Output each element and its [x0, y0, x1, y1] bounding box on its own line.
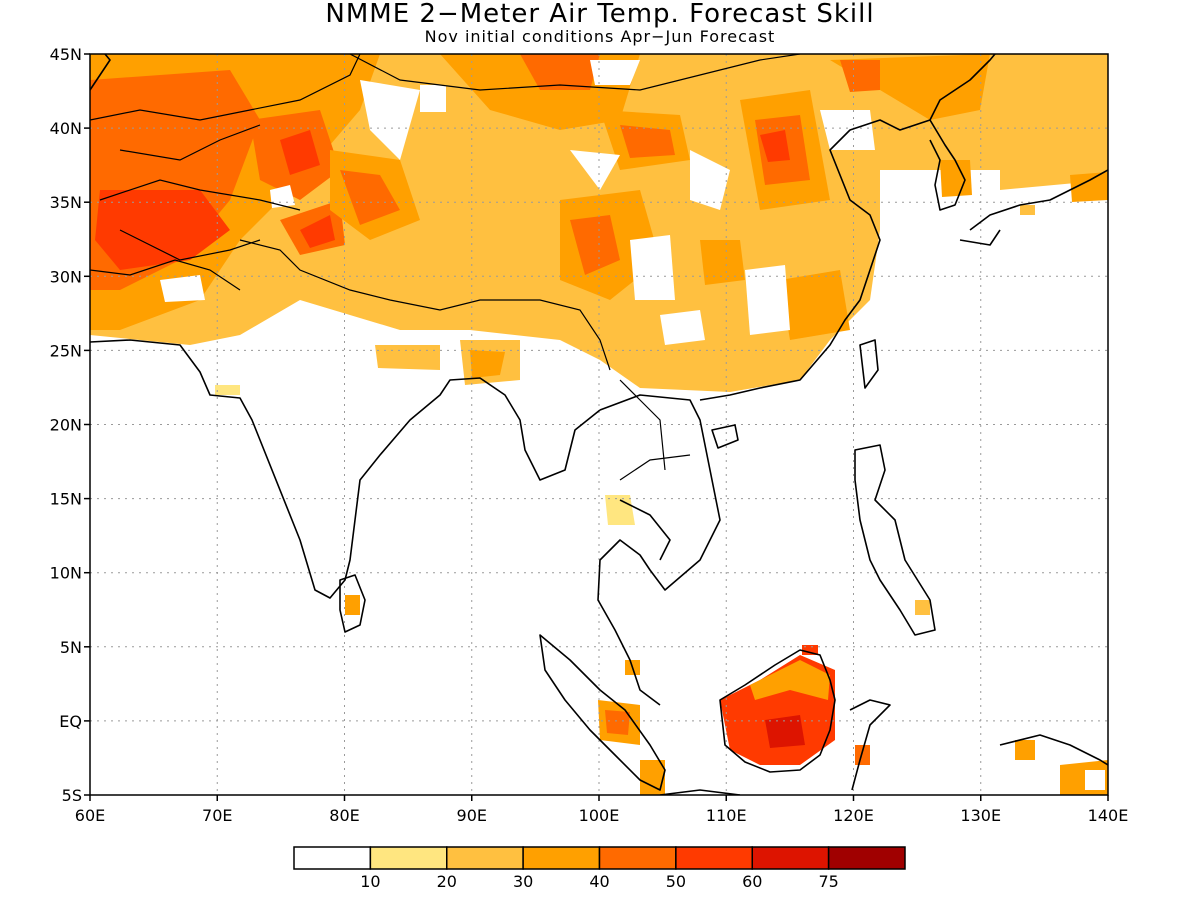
x-tick-label: 60E: [75, 806, 105, 825]
colorbar-swatch: [751, 846, 830, 870]
colorbar-label: 60: [742, 872, 762, 891]
colorbar-label: 30: [513, 872, 533, 891]
map-subtitle: Nov initial conditions Apr−Jun Forecast: [424, 27, 776, 46]
colorbar-swatch: [827, 846, 906, 870]
colorbar-swatch: [522, 846, 601, 870]
x-tick-label: 90E: [457, 806, 487, 825]
x-tick-label: 120E: [833, 806, 874, 825]
coastlines: [90, 54, 1108, 795]
y-tick-label: EQ: [59, 712, 82, 731]
skill-field: [90, 54, 1108, 795]
colorbar-swatch: [446, 846, 524, 870]
x-tick-label: 70E: [202, 806, 232, 825]
x-tick-label: 140E: [1088, 806, 1129, 825]
colorbar-label: 20: [437, 872, 457, 891]
y-tick-label: 35N: [50, 193, 82, 212]
colorbar-swatch: [369, 846, 448, 870]
y-tick-label: 45N: [50, 45, 82, 64]
colorbar-swatch: [598, 846, 677, 870]
x-tick-label: 110E: [706, 806, 747, 825]
colorbar-swatch: [675, 846, 753, 870]
colorbar-label: 50: [666, 872, 686, 891]
y-tick-label: 30N: [50, 267, 82, 286]
axes: 60E 70E 80E 90E 100E 110E 120E 130E 140E 5S EQ 5N 10…: [50, 45, 1129, 825]
colorbar-label: 75: [818, 872, 838, 891]
country-borders: [90, 54, 801, 481]
colorbar-label: 10: [360, 872, 380, 891]
colorbar: 10 20 30 40 50 60 75: [293, 846, 906, 891]
y-tick-label: 10N: [50, 564, 82, 583]
grid-lines: [90, 54, 1108, 795]
x-tick-label: 80E: [329, 806, 359, 825]
x-tick-label: 130E: [960, 806, 1001, 825]
y-tick-label: 5N: [60, 638, 82, 657]
x-tick-label: 100E: [579, 806, 620, 825]
colorbar-swatch: [293, 846, 372, 870]
y-tick-label: 40N: [50, 119, 82, 138]
y-tick-label: 5S: [62, 786, 82, 805]
y-tick-label: 25N: [50, 341, 82, 360]
y-tick-label: 20N: [50, 416, 82, 435]
y-tick-label: 15N: [50, 490, 82, 509]
colorbar-label: 40: [589, 872, 609, 891]
map-title: NMME 2−Meter Air Temp. Forecast Skill: [325, 0, 875, 29]
